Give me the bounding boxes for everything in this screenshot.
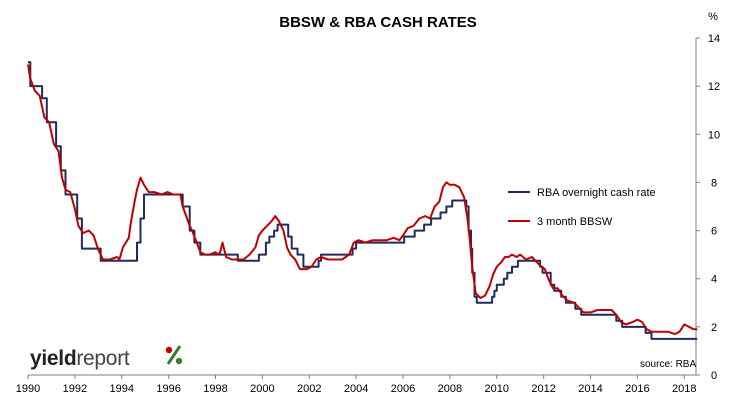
y-tick-label: 2 [711,322,717,334]
x-tick-label: 1994 [110,383,134,395]
legend: RBA overnight cash rate 3 month BBSW [508,187,656,228]
logo-percent-icon [165,345,183,365]
y-tick-label: 6 [711,226,717,238]
legend-label-rba-cash-rate: RBA overnight cash rate [537,187,656,199]
logo-text-yield: yield [30,347,76,370]
y-tick-label: 8 [711,177,717,189]
svg-text:yieldreport: yieldreport [30,347,130,370]
x-ticks: 1990 1992 1994 1996 1998 2000 2002 2004 2006 2008… [16,375,697,395]
series-line-3-month-bbsw [27,64,698,336]
legend-label-3-month-bbsw: 3 month BBSW [537,216,613,228]
source-note: source: RBA [640,359,696,370]
x-tick-label: 2016 [625,383,649,395]
x-tick-label: 2000 [250,383,274,395]
x-tick-label: 2018 [672,383,696,395]
y-ticks: 0 2 4 6 8 10 12 14 [696,33,720,382]
y-tick-label: 0 [711,370,717,382]
chart-title: BBSW & RBA CASH RATES [279,14,477,31]
x-tick-label: 1992 [63,383,87,395]
x-tick-label: 2012 [531,383,555,395]
x-tick-label: 2008 [438,383,462,395]
logo-text-report: report [76,347,130,370]
y-tick-label: 10 [708,129,720,141]
y-axis-unit: % [708,11,718,23]
x-tick-label: 2014 [578,383,602,395]
series-layer [27,61,698,340]
series-line-rba-cash-rate [28,61,698,340]
x-tick-label: 2004 [344,383,368,395]
x-tick-label: 1998 [203,383,227,395]
x-tick-label: 2010 [485,383,509,395]
yieldreport-logo: yieldreport [30,345,183,370]
y-tick-label: 12 [708,81,720,93]
y-tick-label: 4 [711,274,717,286]
x-tick-label: 2002 [297,383,321,395]
x-tick-label: 1996 [156,383,180,395]
y-tick-label: 14 [708,33,720,45]
x-tick-label: 2006 [391,383,415,395]
x-tick-label: 1990 [16,383,40,395]
